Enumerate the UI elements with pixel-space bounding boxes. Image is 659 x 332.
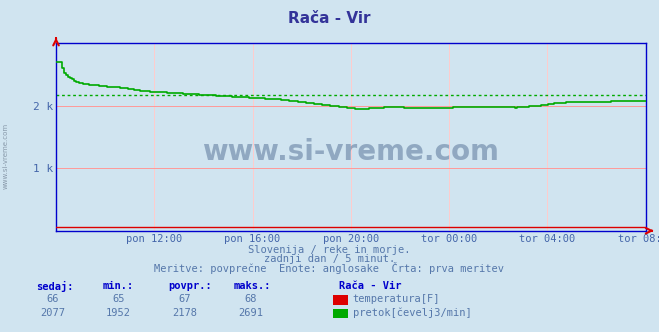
Text: Slovenija / reke in morje.: Slovenija / reke in morje. — [248, 245, 411, 255]
Text: www.si-vreme.com: www.si-vreme.com — [202, 138, 500, 166]
Text: Rača - Vir: Rača - Vir — [288, 11, 371, 26]
Text: zadnji dan / 5 minut.: zadnji dan / 5 minut. — [264, 254, 395, 264]
Text: maks.:: maks.: — [234, 281, 272, 291]
Text: 2178: 2178 — [172, 308, 197, 318]
Text: 65: 65 — [113, 294, 125, 304]
Text: sedaj:: sedaj: — [36, 281, 74, 292]
Text: Rača - Vir: Rača - Vir — [339, 281, 402, 291]
Text: www.si-vreme.com: www.si-vreme.com — [2, 123, 9, 189]
Text: temperatura[F]: temperatura[F] — [353, 294, 440, 304]
Text: pretok[čevelj3/min]: pretok[čevelj3/min] — [353, 307, 471, 318]
Text: 66: 66 — [47, 294, 59, 304]
Text: 1952: 1952 — [106, 308, 131, 318]
Text: 67: 67 — [179, 294, 190, 304]
Text: povpr.:: povpr.: — [168, 281, 212, 291]
Text: 2077: 2077 — [40, 308, 65, 318]
Text: 68: 68 — [244, 294, 256, 304]
Text: min.:: min.: — [102, 281, 133, 291]
Text: Meritve: povprečne  Enote: anglosake  Črta: prva meritev: Meritve: povprečne Enote: anglosake Črta… — [154, 262, 505, 274]
Text: 2691: 2691 — [238, 308, 263, 318]
